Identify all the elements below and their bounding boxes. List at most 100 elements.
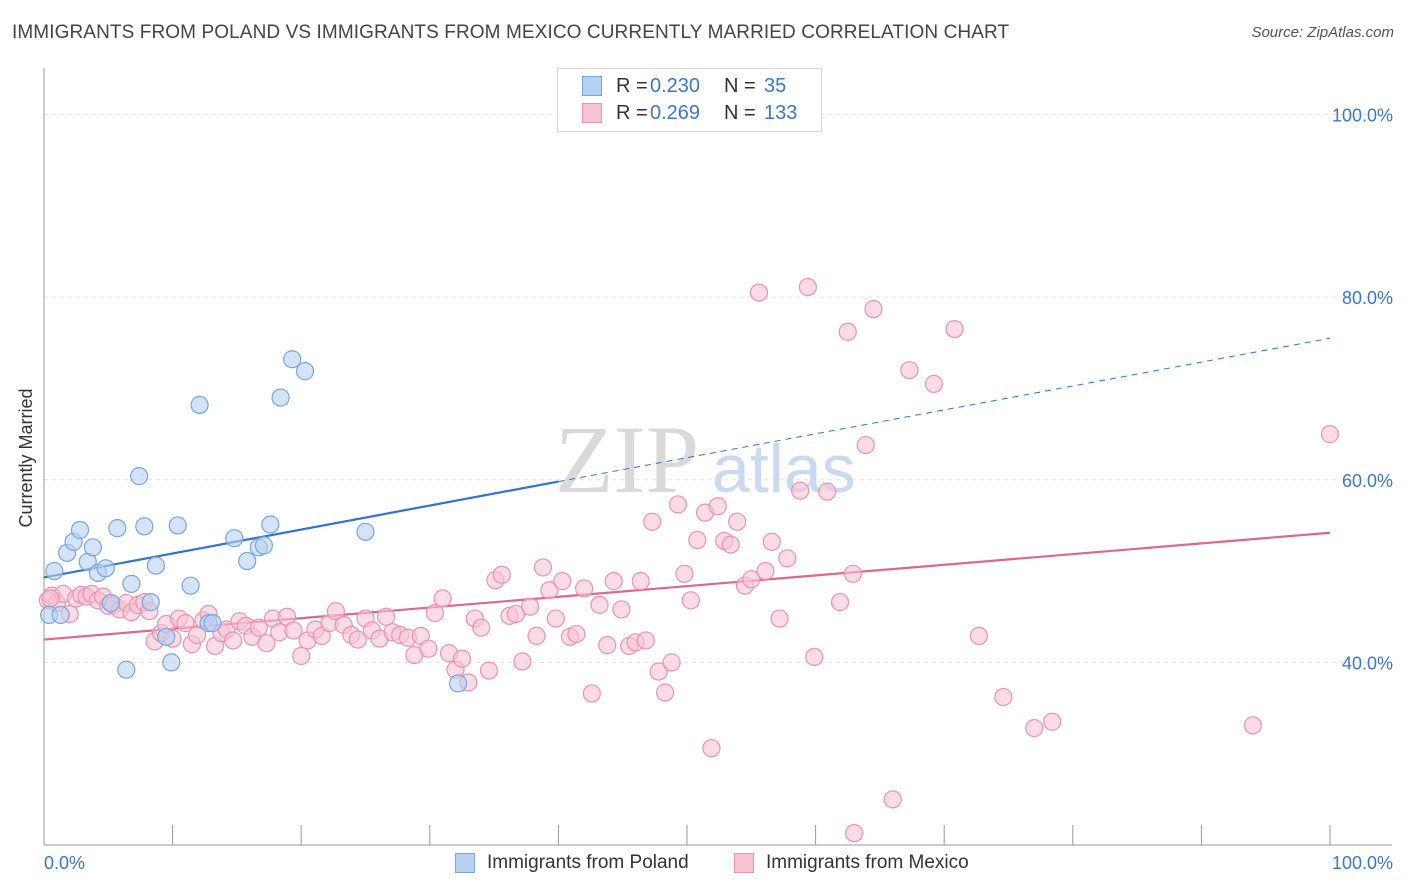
r-label: R = [616, 101, 648, 124]
mexico-point [527, 626, 546, 646]
mexico-point [479, 661, 499, 680]
legend-label: Immigrants from Mexico [766, 852, 969, 873]
poland-swatch [582, 76, 602, 96]
mexico-point [1320, 425, 1340, 444]
mexico-point [472, 618, 491, 637]
n-label: N = [724, 101, 756, 124]
mexico-swatch [582, 103, 602, 123]
gridlines [44, 114, 1392, 663]
poland-point [190, 395, 209, 414]
poland-point [101, 593, 120, 613]
mexico-point [864, 299, 883, 319]
legend-label: Immigrants from Poland [487, 852, 689, 873]
legend-row-poland: R = 0.230 N = 35 [582, 73, 786, 99]
mexico-point [721, 535, 740, 554]
mexico-point [612, 600, 631, 619]
mexico-point [604, 572, 623, 591]
mexico-point [662, 653, 681, 672]
poland-point [51, 605, 70, 625]
mexico-point [1043, 712, 1062, 731]
mexico-point [830, 593, 850, 612]
y-tick-label: 40.0% [1342, 653, 1393, 673]
poland-point [122, 574, 141, 593]
mexico-point [540, 581, 559, 600]
mexico-point [649, 662, 668, 681]
chart-title: IMMIGRANTS FROM POLAND VS IMMIGRANTS FRO… [12, 22, 1010, 43]
mexico-point [762, 532, 781, 551]
mexico-point [845, 824, 864, 843]
mexico-point [643, 512, 662, 531]
poland-point [96, 559, 115, 578]
mexico-point [778, 549, 797, 568]
poland-point [225, 529, 244, 548]
legend-row-mexico: R = 0.269 N = 133 [582, 100, 797, 126]
n-value: 133 [764, 101, 798, 124]
legend-item-poland[interactable]: Immigrants from Poland [455, 852, 689, 874]
mexico-point [249, 618, 268, 637]
mexico-point [631, 572, 650, 591]
legend-item-mexico[interactable]: Immigrants from Mexico [734, 852, 969, 874]
mexico-point [883, 790, 902, 809]
y-tick-label: 100.0% [1332, 106, 1393, 126]
poland-point [254, 536, 274, 555]
mexico-point [567, 624, 586, 644]
mexico-point [546, 609, 565, 628]
mexico-point [348, 630, 367, 649]
poland-point [181, 576, 200, 595]
mexico-point [533, 558, 553, 577]
poland-point [108, 519, 127, 538]
poland-point [45, 561, 64, 581]
mexico-point [326, 602, 346, 621]
mexico-point [818, 482, 837, 501]
mexico-point [924, 374, 944, 393]
mexico-point [513, 652, 532, 671]
mexico-point [425, 603, 445, 623]
poland-point [283, 350, 302, 369]
mexico-point [582, 684, 601, 703]
mexico-point [856, 435, 875, 455]
tick-labels: 40.0% 60.0% 80.0% 100.0% 0.0% 100.0% [44, 106, 1393, 873]
mexico-point [702, 739, 721, 758]
mexico-point [575, 579, 594, 598]
poland-point [130, 467, 149, 486]
y-tick-label: 80.0% [1342, 288, 1393, 308]
mexico-point [708, 497, 727, 516]
poland-point [162, 653, 181, 672]
mexico-point [791, 481, 810, 500]
n-value: 35 [764, 74, 787, 97]
mexico-point [419, 639, 438, 658]
correlation-legend: R = 0.230 N = 35 R = 0.269 N = 133 [557, 68, 822, 132]
n-label: N = [724, 74, 756, 97]
mexico-point [433, 589, 452, 608]
mexico-point [284, 621, 303, 640]
poland-point [135, 517, 154, 536]
source-label: Source: ZipAtlas.com [1251, 24, 1394, 41]
watermark-zip: ZIP [555, 406, 699, 513]
x-tick-label: 100.0% [1332, 853, 1393, 873]
mexico-point [749, 283, 769, 302]
poland-point [168, 516, 187, 535]
mexico-point [668, 495, 688, 514]
mexico-point [688, 530, 707, 550]
mexico-point [994, 687, 1013, 707]
r-value: 0.269 [650, 101, 701, 124]
mexico-point [770, 609, 789, 628]
mexico-point [728, 512, 747, 531]
watermark: ZIP atlas [555, 406, 856, 513]
r-label: R = [616, 74, 648, 97]
mexico-point [492, 565, 511, 584]
mexico-point [521, 597, 540, 616]
mexico-point [945, 320, 964, 339]
data-points [38, 277, 1340, 843]
mexico-point [376, 607, 396, 626]
poland-point [271, 388, 290, 407]
mexico-point [257, 634, 276, 653]
y-tick-label: 60.0% [1342, 471, 1393, 491]
mexico-point [292, 646, 311, 666]
mexico-point [969, 626, 989, 646]
mexico-point [681, 591, 700, 610]
poland-point [448, 674, 468, 693]
mexico-point [838, 322, 857, 341]
mexico-point [553, 572, 572, 591]
